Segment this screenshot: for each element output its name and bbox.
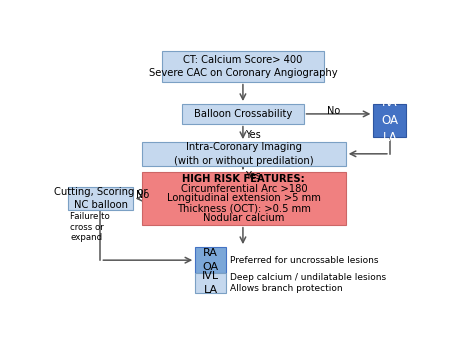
FancyBboxPatch shape xyxy=(182,104,303,124)
Text: Nodular calcium: Nodular calcium xyxy=(203,212,284,223)
FancyBboxPatch shape xyxy=(195,273,227,293)
FancyBboxPatch shape xyxy=(195,247,227,273)
FancyBboxPatch shape xyxy=(162,51,324,81)
Text: Circumferential Arc >180: Circumferential Arc >180 xyxy=(181,184,307,194)
FancyBboxPatch shape xyxy=(374,104,406,137)
Text: Longitudinal extension >5 mm: Longitudinal extension >5 mm xyxy=(167,193,321,204)
Text: No: No xyxy=(328,105,341,116)
Text: CT: Calcium Score> 400
Severe CAC on Coronary Angiography: CT: Calcium Score> 400 Severe CAC on Cor… xyxy=(149,55,337,78)
Text: No: No xyxy=(136,190,149,200)
Text: RA
OA: RA OA xyxy=(203,248,219,272)
Text: Balloon Crossability: Balloon Crossability xyxy=(194,109,292,119)
Text: RA
OA
LA: RA OA LA xyxy=(382,97,398,144)
Text: Yes: Yes xyxy=(245,171,261,181)
Text: Cutting, Scoring or
NC balloon: Cutting, Scoring or NC balloon xyxy=(54,187,147,210)
FancyBboxPatch shape xyxy=(68,187,133,210)
Text: Yes: Yes xyxy=(245,130,261,140)
Text: IVL
LA: IVL LA xyxy=(202,271,219,295)
Text: Intra-Coronary Imaging
(with or without predilation): Intra-Coronary Imaging (with or without … xyxy=(174,142,314,166)
Text: Preferred for uncrossable lesions: Preferred for uncrossable lesions xyxy=(230,256,379,265)
Text: Deep calcium / undilatable lesions
Allows branch protection: Deep calcium / undilatable lesions Allow… xyxy=(230,273,386,293)
Text: Thickness (OCT): >0.5 mm: Thickness (OCT): >0.5 mm xyxy=(177,203,311,213)
FancyBboxPatch shape xyxy=(142,142,346,166)
Text: HIGH RISK FEATURES:: HIGH RISK FEATURES: xyxy=(182,174,305,184)
Text: Failure to
cross or
expand: Failure to cross or expand xyxy=(70,212,110,242)
FancyBboxPatch shape xyxy=(142,172,346,225)
